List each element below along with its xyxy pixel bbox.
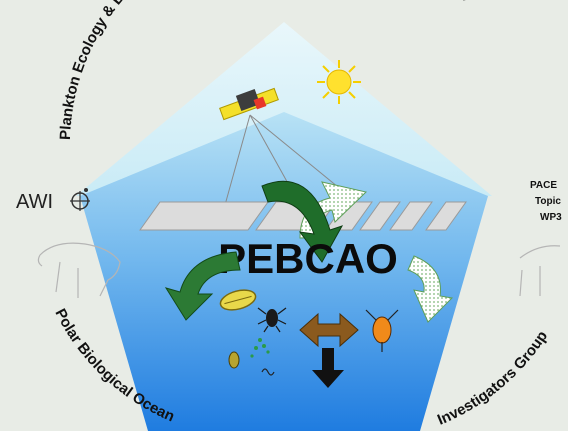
side-text-line-3: WP3	[540, 212, 562, 223]
polar-bear-right-icon	[519, 245, 561, 297]
side-text-line-1: PACE	[530, 180, 557, 191]
awi-label: AWI	[16, 191, 53, 213]
exchange-arrow	[299, 312, 359, 348]
polar-bear-left-icon	[37, 242, 121, 298]
bacteria-icon	[261, 368, 275, 376]
export-arrow	[312, 348, 344, 388]
microbe-icon	[228, 351, 240, 369]
side-text-line-2: Topic	[535, 196, 561, 207]
zooplankton-icon	[365, 309, 399, 352]
small-plankton-dots	[250, 338, 270, 358]
awi-emblem-icon	[70, 188, 90, 211]
downward-flux-arrow	[261, 180, 344, 263]
left-cycle-arrow	[164, 251, 241, 321]
satellite-icon	[219, 87, 279, 121]
sun-icon	[317, 60, 361, 104]
diatom-icon	[219, 289, 257, 311]
right-cycle-arrow	[407, 255, 454, 323]
copepod-icon	[257, 307, 287, 333]
sky-triangle	[76, 22, 492, 196]
center-title: PEBCAO	[218, 235, 398, 282]
ocean-pentagon	[80, 112, 488, 431]
